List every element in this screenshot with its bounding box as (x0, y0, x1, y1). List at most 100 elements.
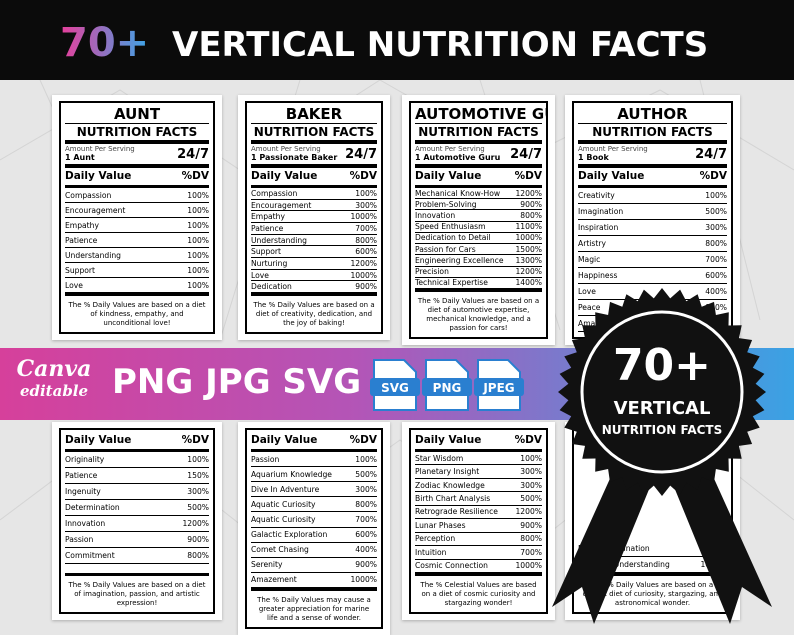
dv-value: 800% (520, 534, 542, 544)
dv-name: Passion (65, 535, 94, 544)
dv-name: Encouragement (251, 200, 312, 210)
header-bar: 70+ VERTICAL NUTRITION FACTS (0, 0, 794, 80)
dv-row: Birth Chart Analysis 500% (415, 492, 542, 506)
dv-row: Empathy 100% (65, 218, 209, 233)
dv-row: Comet Chasing 400% (251, 543, 377, 558)
badge-rosette (558, 288, 766, 496)
dv-row: Precision 1200% (415, 267, 542, 278)
dv-name: Zodiac Knowledge (415, 480, 485, 490)
dv-row: Star Wisdom 100% (415, 452, 542, 466)
dv-value: 900% (705, 303, 727, 312)
dv-name: Serenity (251, 560, 283, 570)
dv-rows: Compassion 100% Encouragement 300% Empathy 10… (251, 188, 377, 294)
dv-value: 300% (187, 487, 209, 496)
dv-value: 800% (520, 211, 542, 221)
badge-line2: NUTRITION FACTS (602, 423, 723, 437)
card-heading: NUTRITION FACTS (65, 124, 209, 144)
dv-unit: %DV (349, 434, 377, 446)
dv-row: Encouragement 100% (65, 203, 209, 218)
dv-value: 1200% (515, 267, 542, 277)
dv-row: Intuition 700% (415, 546, 542, 560)
nutrition-label: Daily Value %DV Passion 100% Aquarium Knowle… (245, 428, 383, 629)
dv-name: Empathy (65, 220, 99, 230)
serving-size: 1 Book (578, 153, 609, 162)
dv-name: Love (65, 280, 83, 290)
dv-name: Universe Understanding (578, 560, 670, 569)
header-title: 70+ VERTICAL NUTRITION FACTS (60, 20, 708, 66)
nutrition-label: BAKER NUTRITION FACTS Amount Per Serving 1 … (245, 101, 383, 334)
serving-label: Amount Per Serving (578, 145, 648, 153)
dv-unit: %DV (699, 170, 727, 182)
dv-rows: Originality 100% Patience 150% Ingenuity 300%… (65, 452, 209, 573)
dv-name: Support (251, 247, 282, 257)
header-text: VERTICAL NUTRITION FACTS (172, 25, 708, 65)
dv-unit: %DV (181, 434, 209, 446)
dv-value: 600% (705, 271, 727, 280)
serving-amount: 24/7 (695, 147, 727, 162)
dv-row: Retrograde Resilience 1200% (415, 506, 542, 520)
dv-value: 900% (520, 520, 542, 530)
dv-row: Magic 700% (578, 252, 727, 268)
dv-row: Empathy 1000% (251, 211, 377, 224)
dv-value: 500% (705, 207, 727, 216)
dv-unit: %DV (181, 170, 209, 182)
file-icon-label: SVG (381, 381, 409, 395)
dv-label: Daily Value (415, 170, 482, 182)
file-icon-label: PNG (433, 381, 462, 395)
dv-row: Galactic Exploration 600% (251, 528, 377, 543)
serving-label: Amount Per Serving (65, 145, 135, 153)
dv-row: Understanding 800% (251, 235, 377, 247)
dv-row: Support 600% (251, 246, 377, 259)
nutrition-label: Daily Value %DV Originality 100% Patience 150… (59, 428, 215, 614)
dv-name: Aquarium Knowledge (251, 469, 332, 479)
serving-size: 1 Aunt (65, 153, 95, 162)
serving-label: Amount Per Serving (251, 145, 321, 153)
dv-value: 100% (187, 455, 209, 464)
dv-name: Star Wisdom (415, 453, 464, 463)
dv-row: Love 1000% (251, 270, 377, 282)
dv-value: 100% (187, 250, 209, 260)
dv-name: Patience (251, 223, 284, 233)
serving-label: Amount Per Serving (415, 145, 485, 153)
serving-size: 1 Automotive Guru (415, 153, 501, 162)
serving-left: Amount Per Serving 1 Aunt (65, 145, 135, 162)
dv-row: Artistry 800% (578, 236, 727, 252)
dv-value: 900% (355, 282, 377, 292)
dv-name: Galactic Exploration (251, 530, 328, 540)
dv-name: Creativity (578, 191, 615, 200)
dv-value: 300% (705, 223, 727, 232)
dv-name: Understanding (65, 250, 121, 260)
dv-row: Speed Enthusiasm 1100% (415, 222, 542, 233)
dv-value: 100% (187, 205, 209, 215)
dv-rows: Compassion 100% Encouragement 100% Empathy 10… (65, 188, 209, 293)
dv-rows: Mechanical Know-How 1200% Problem-Solving 9… (415, 188, 542, 289)
dv-value: 700% (355, 223, 377, 233)
dv-name: Aquatic Curiosity (251, 499, 316, 509)
dv-row: Dive In Adventure 300% (251, 482, 377, 498)
serving-left: Amount Per Serving 1 Passionate Baker (251, 145, 337, 162)
dv-name: Speed Enthusiasm (415, 222, 486, 232)
dv-row: Compassion 100% (251, 188, 377, 200)
dv-label: Daily Value (415, 434, 482, 446)
dv-row: Zodiac Knowledge 300% (415, 479, 542, 493)
dv-name: Magic (578, 255, 601, 264)
dv-row: Dedication 900% (251, 281, 377, 294)
dv-unit: %DV (349, 170, 377, 182)
dv-label: Daily Value (251, 434, 318, 446)
dv-row: Innovation 800% (415, 210, 542, 222)
dv-row: Lunar Phases 900% (415, 519, 542, 533)
dv-row: Engineering Excellence 1300% (415, 255, 542, 267)
badge-ribbon (552, 452, 772, 624)
dv-value: 1100% (515, 222, 542, 232)
dv-name: Comet Chasing (251, 545, 309, 555)
dv-name: Happiness (578, 271, 618, 280)
dv-value: 500% (355, 469, 377, 479)
serving-block: Amount Per Serving 1 Book 24/7 (578, 144, 727, 168)
nutrition-card: BAKER NUTRITION FACTS Amount Per Serving 1 … (238, 95, 390, 340)
dv-row: Ingenuity 300% (65, 484, 209, 500)
dv-name: Nurturing (251, 258, 288, 268)
dv-value: 700% (520, 547, 542, 557)
dv-name: Dedication (251, 282, 292, 292)
